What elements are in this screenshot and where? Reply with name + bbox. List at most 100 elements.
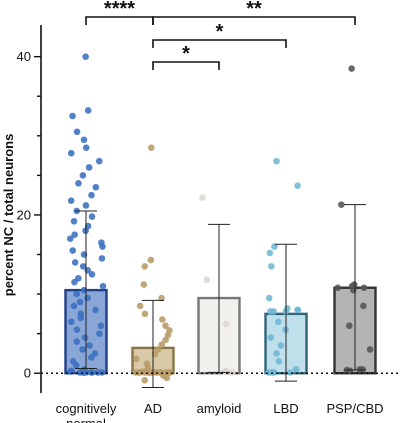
data-point bbox=[88, 213, 96, 220]
data-point bbox=[69, 112, 76, 120]
data-point bbox=[338, 201, 345, 208]
data-point bbox=[73, 338, 81, 345]
data-point bbox=[133, 355, 140, 363]
data-point bbox=[99, 282, 107, 290]
data-point bbox=[292, 365, 300, 373]
data-point bbox=[88, 191, 95, 199]
data-point bbox=[158, 341, 165, 349]
data-point bbox=[82, 144, 90, 151]
data-point bbox=[268, 369, 275, 376]
significance-bracket bbox=[152, 39, 287, 48]
data-point bbox=[84, 107, 92, 114]
y-tick-label: 0 bbox=[24, 366, 31, 381]
data-point bbox=[349, 286, 357, 294]
significance-label: * bbox=[216, 21, 224, 43]
data-point bbox=[70, 302, 78, 310]
data-point bbox=[277, 342, 285, 349]
data-point bbox=[81, 334, 89, 341]
data-point bbox=[94, 369, 102, 376]
data-point bbox=[87, 369, 95, 376]
data-point bbox=[79, 346, 86, 353]
category-label: cognitively bbox=[56, 401, 117, 416]
data-point bbox=[79, 263, 87, 270]
y-tick-label: 40 bbox=[17, 49, 31, 64]
data-point bbox=[80, 369, 88, 376]
data-point bbox=[73, 326, 81, 333]
data-point bbox=[267, 308, 274, 315]
data-point bbox=[92, 183, 100, 191]
data-point bbox=[67, 318, 75, 326]
data-point bbox=[154, 346, 162, 353]
category-label: PSP/CBD bbox=[326, 401, 383, 416]
data-point bbox=[366, 346, 374, 353]
data-point bbox=[147, 144, 155, 151]
data-point bbox=[158, 294, 165, 302]
data-points bbox=[66, 53, 374, 384]
data-point bbox=[360, 284, 368, 292]
data-point bbox=[222, 320, 230, 328]
data-point bbox=[203, 276, 211, 284]
significance-label: **** bbox=[104, 0, 135, 20]
data-point bbox=[95, 157, 103, 165]
data-point bbox=[67, 197, 75, 204]
bars bbox=[64, 286, 377, 375]
data-point bbox=[141, 310, 149, 318]
significance-label: ** bbox=[246, 0, 262, 20]
axes: percent NC / total neurons bbox=[1, 25, 398, 393]
data-point bbox=[163, 374, 171, 382]
data-point bbox=[73, 290, 80, 298]
data-point bbox=[73, 362, 80, 369]
data-point bbox=[148, 369, 156, 376]
data-point bbox=[82, 53, 89, 60]
data-point bbox=[348, 65, 355, 72]
data-point bbox=[360, 302, 367, 310]
category-label: normal bbox=[66, 416, 106, 423]
data-point bbox=[140, 281, 148, 288]
data-point bbox=[265, 294, 273, 302]
data-point bbox=[141, 263, 149, 270]
data-point bbox=[346, 322, 353, 330]
data-point bbox=[66, 235, 74, 242]
data-point bbox=[162, 322, 169, 330]
y-axis-label: percent NC / total neurons bbox=[1, 134, 16, 297]
data-point bbox=[294, 306, 302, 314]
data-point bbox=[334, 284, 342, 292]
data-point bbox=[273, 157, 280, 165]
data-point bbox=[268, 263, 275, 270]
data-point bbox=[79, 172, 87, 179]
data-point bbox=[88, 270, 96, 278]
data-point bbox=[162, 336, 169, 344]
data-point bbox=[271, 243, 278, 250]
data-point bbox=[75, 179, 82, 187]
significance-bracket bbox=[152, 16, 356, 25]
data-point bbox=[287, 369, 294, 376]
data-point bbox=[76, 298, 84, 306]
data-point bbox=[228, 369, 236, 376]
data-point bbox=[99, 243, 106, 250]
data-point bbox=[273, 350, 280, 357]
data-point bbox=[199, 194, 206, 201]
data-point bbox=[84, 294, 91, 302]
data-point bbox=[159, 316, 166, 323]
data-point bbox=[267, 334, 275, 341]
data-point bbox=[77, 314, 85, 322]
data-point bbox=[274, 318, 282, 326]
data-point bbox=[266, 249, 274, 257]
data-point bbox=[96, 330, 103, 337]
data-point bbox=[147, 256, 155, 264]
data-point bbox=[356, 365, 364, 373]
y-tick-label: 20 bbox=[17, 207, 31, 222]
data-point bbox=[73, 128, 81, 136]
data-point bbox=[85, 164, 93, 171]
data-point bbox=[98, 255, 106, 262]
data-point bbox=[136, 369, 144, 376]
data-point bbox=[294, 182, 301, 189]
category-label: AD bbox=[144, 401, 162, 416]
data-point bbox=[70, 217, 78, 225]
data-point bbox=[67, 149, 75, 157]
y-ticks: 0 20 40 bbox=[17, 49, 41, 381]
data-point bbox=[141, 377, 149, 384]
category-label: LBD bbox=[273, 401, 298, 416]
data-point bbox=[275, 358, 283, 365]
